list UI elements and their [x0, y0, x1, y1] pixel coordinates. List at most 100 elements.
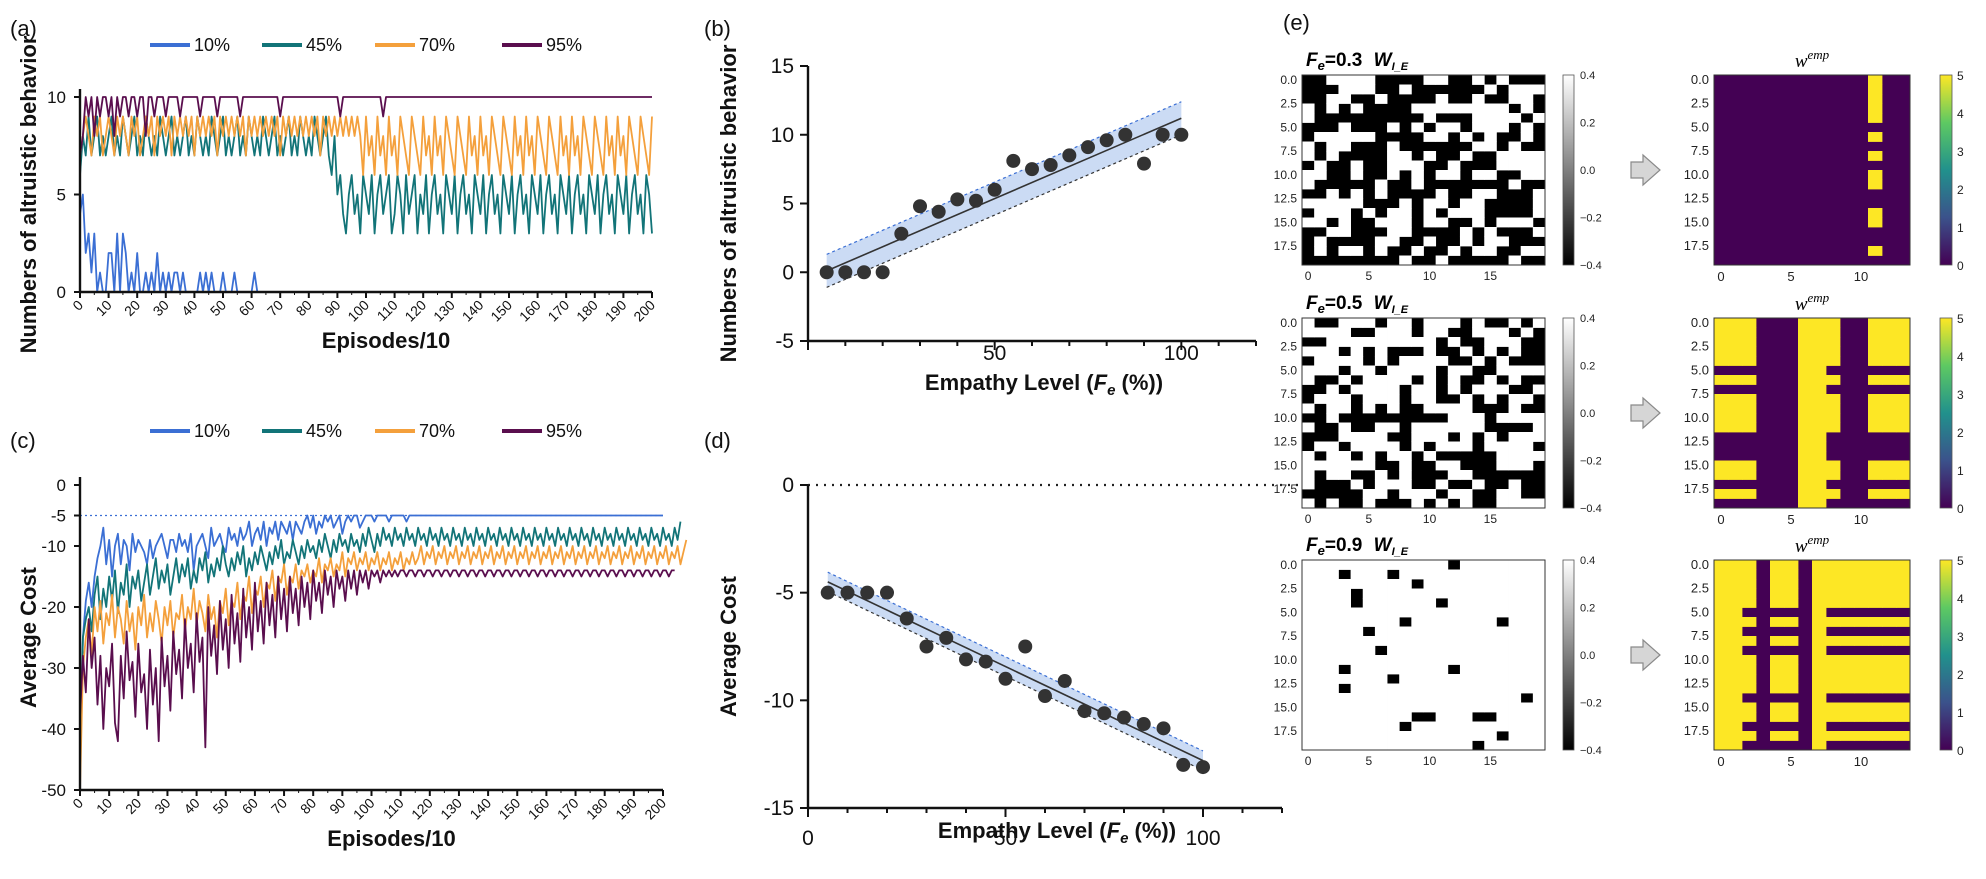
wemp-cell	[1882, 489, 1897, 499]
wemp-cell	[1798, 489, 1813, 499]
matrix-cell	[1411, 683, 1424, 694]
wemp-cell	[1728, 346, 1743, 357]
wemp-cell	[1812, 384, 1827, 395]
matrix-cell	[1447, 441, 1461, 452]
matrix-cell	[1399, 489, 1412, 499]
matrix-cell	[1338, 636, 1351, 646]
colorbar-tick: 1	[1957, 464, 1964, 478]
matrix-cell	[1435, 683, 1449, 694]
wemp-cell	[1728, 470, 1743, 480]
matrix-cell	[1435, 664, 1449, 675]
matrix-x-tick: 5	[1365, 512, 1372, 526]
matrix-cell	[1338, 712, 1351, 722]
matrix-cell	[1338, 432, 1351, 442]
wemp-y-tick: 0.0	[1691, 315, 1709, 330]
wemp-cell	[1812, 327, 1827, 338]
matrix-cell	[1496, 674, 1509, 684]
matrix-cell	[1399, 217, 1412, 228]
matrix-cell	[1362, 75, 1376, 85]
wemp-cell	[1784, 617, 1799, 627]
colorbar-tick: 0.2	[1580, 603, 1595, 615]
x-tick-label: 200	[630, 297, 658, 325]
matrix-cell	[1314, 217, 1327, 228]
matrix-cell	[1326, 346, 1339, 357]
wemp-x-tick: 5	[1787, 512, 1794, 527]
y-tick-label: -10	[41, 537, 66, 556]
colorbar-tick: 0.4	[1580, 313, 1595, 325]
wemp-cell	[1826, 674, 1841, 684]
matrix-cell	[1447, 384, 1461, 395]
matrix-cell	[1338, 394, 1351, 404]
wemp-cell	[1812, 375, 1827, 385]
matrix-cell	[1362, 645, 1376, 656]
matrix-cell	[1387, 422, 1400, 433]
matrix-cell	[1314, 636, 1327, 646]
matrix-cell	[1484, 113, 1497, 123]
matrix-cell	[1496, 702, 1509, 713]
matrix-cell	[1459, 674, 1473, 684]
matrix-cell	[1387, 702, 1400, 713]
wemp-cell	[1868, 356, 1883, 366]
wemp-cell	[1812, 441, 1827, 452]
matrix-cell	[1302, 560, 1315, 570]
matrix-cell	[1411, 645, 1424, 656]
matrix-cell	[1374, 375, 1388, 385]
matrix-cell	[1435, 255, 1449, 266]
matrix-cell	[1302, 141, 1315, 152]
wemp-cell	[1896, 422, 1911, 433]
matrix-cell	[1399, 365, 1412, 376]
wemp-cell	[1812, 560, 1827, 570]
wemp-x-tick: 10	[1854, 512, 1868, 527]
wemp-cell	[1826, 655, 1841, 665]
wemp-cell	[1714, 731, 1729, 741]
matrix-cell	[1362, 740, 1376, 751]
wemp-cell	[1868, 318, 1883, 328]
matrix-cell	[1314, 198, 1327, 209]
matrix-cell	[1387, 479, 1400, 490]
matrix-cell	[1447, 683, 1461, 694]
matrix-cell	[1314, 365, 1327, 376]
colorbar-tick: 3	[1957, 388, 1964, 402]
matrix-cell	[1399, 208, 1412, 218]
matrix-cell	[1362, 655, 1376, 665]
matrix-cell	[1508, 617, 1522, 627]
matrix-cell	[1423, 432, 1437, 442]
matrix-cell	[1302, 721, 1315, 732]
x-tick-label: 140	[466, 795, 494, 823]
wemp-cell	[1812, 721, 1827, 732]
wemp-cell	[1854, 712, 1869, 722]
wemp-cell	[1868, 712, 1883, 722]
wemp-cell	[1868, 617, 1883, 627]
wemp-cell	[1896, 674, 1911, 684]
matrix-cell	[1484, 122, 1497, 133]
matrix-cell	[1338, 451, 1351, 461]
wemp-cell	[1896, 617, 1911, 627]
matrix-cell	[1472, 721, 1485, 732]
matrix-y-tick: 10.0	[1274, 168, 1298, 182]
matrix-cell	[1326, 413, 1339, 423]
matrix-cell	[1326, 365, 1339, 376]
wemp-cell	[1714, 674, 1729, 684]
wemp-cell	[1840, 683, 1855, 694]
wemp-cell	[1798, 356, 1813, 366]
matrix-cell	[1399, 664, 1412, 675]
matrix-cell	[1508, 683, 1522, 694]
x-tick-label: 90	[321, 297, 343, 319]
matrix-cell	[1362, 403, 1376, 414]
matrix-cell	[1496, 365, 1509, 376]
matrix-cell	[1532, 384, 1546, 395]
y-tick-label: 0	[57, 283, 66, 302]
matrix-cell	[1374, 236, 1388, 247]
wemp-cell	[1882, 327, 1897, 338]
matrix-cell	[1350, 693, 1364, 703]
matrix-cell	[1472, 626, 1485, 637]
wemp-cell	[1714, 712, 1729, 722]
matrix-cell	[1496, 598, 1509, 608]
x-tick-label: 180	[573, 297, 601, 325]
matrix-cell	[1520, 683, 1534, 694]
wemp-cell	[1882, 598, 1897, 608]
y-tick-label: -5	[775, 582, 794, 605]
matrix-cell	[1326, 189, 1339, 199]
matrix-cell	[1399, 560, 1412, 570]
wemp-cell	[1840, 731, 1855, 741]
